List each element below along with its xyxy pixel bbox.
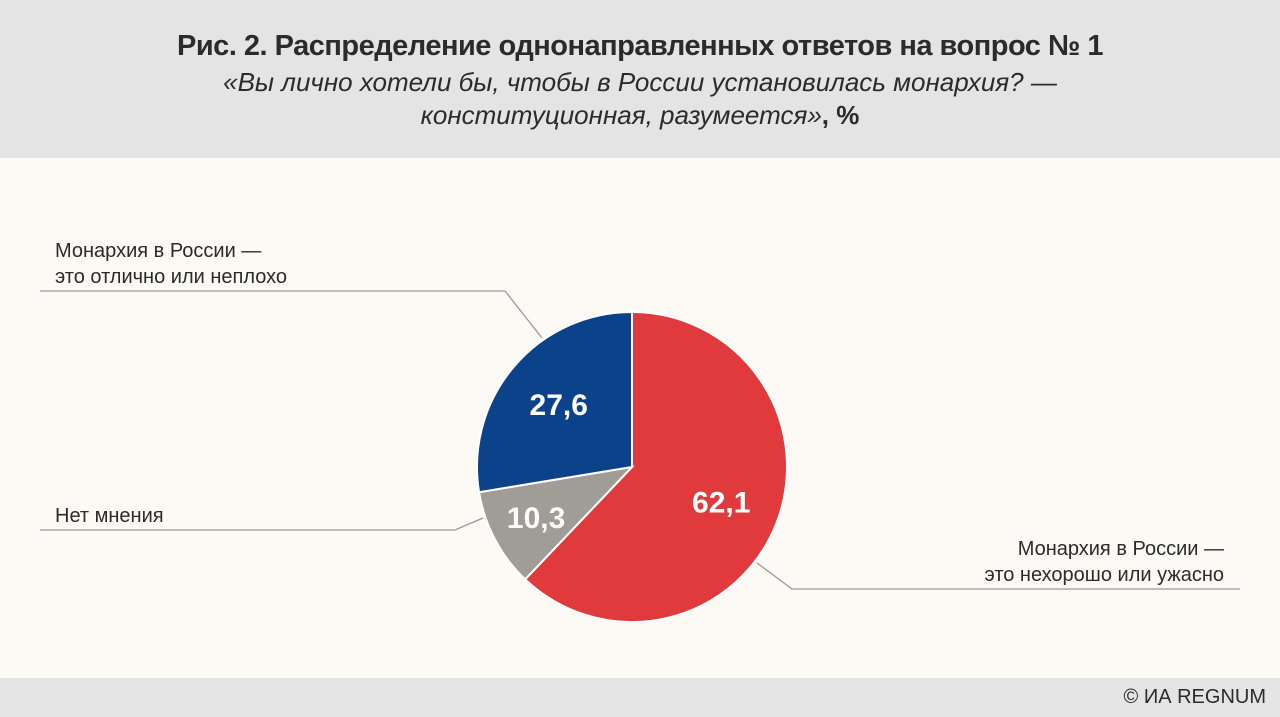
- slice-value-label: 27,6: [530, 389, 588, 422]
- unit-label: , %: [821, 100, 860, 130]
- slice-value-label: 62,1: [692, 487, 750, 520]
- slice-label-line1: Монархия в России —: [1017, 538, 1224, 560]
- slice-label-line2: это отлично или неплохо: [55, 266, 288, 288]
- chart-title: Рис. 2. Распределение однонаправленных о…: [177, 30, 1103, 62]
- leader-line-no-opinion: [40, 517, 484, 531]
- slice-label-line2: это нехорошо или ужасно: [984, 564, 1224, 586]
- credit: © ИА REGNUM: [1123, 686, 1266, 708]
- slice-value-label: 10,3: [507, 502, 565, 535]
- pie-slice: [477, 465, 635, 581]
- pie-slice: [523, 310, 788, 623]
- leader-line-negative: [756, 562, 1240, 590]
- leader-line-positive: [40, 290, 543, 339]
- subtitle-question: конституционная, разумеется»: [420, 100, 822, 130]
- footer: © ИА REGNUM: [0, 678, 1280, 717]
- slice-label-positive: Монархия в России — это отлично или непл…: [55, 238, 287, 290]
- slice-label-no-opinion: Нет мнения: [55, 503, 164, 529]
- chart-header: Рис. 2. Распределение однонаправленных о…: [0, 0, 1280, 158]
- chart-subtitle-line2: конституционная, разумеется», %: [0, 100, 1280, 131]
- slice-label-line1: Нет мнения: [55, 505, 164, 527]
- slice-label-line1: Монархия в России —: [55, 240, 262, 262]
- chart-subtitle-line1: «Вы лично хотели бы, чтобы в России уста…: [223, 67, 1057, 97]
- slice-label-negative: Монархия в России — это нехорошо или ужа…: [985, 536, 1224, 588]
- pie-slice: [476, 310, 633, 494]
